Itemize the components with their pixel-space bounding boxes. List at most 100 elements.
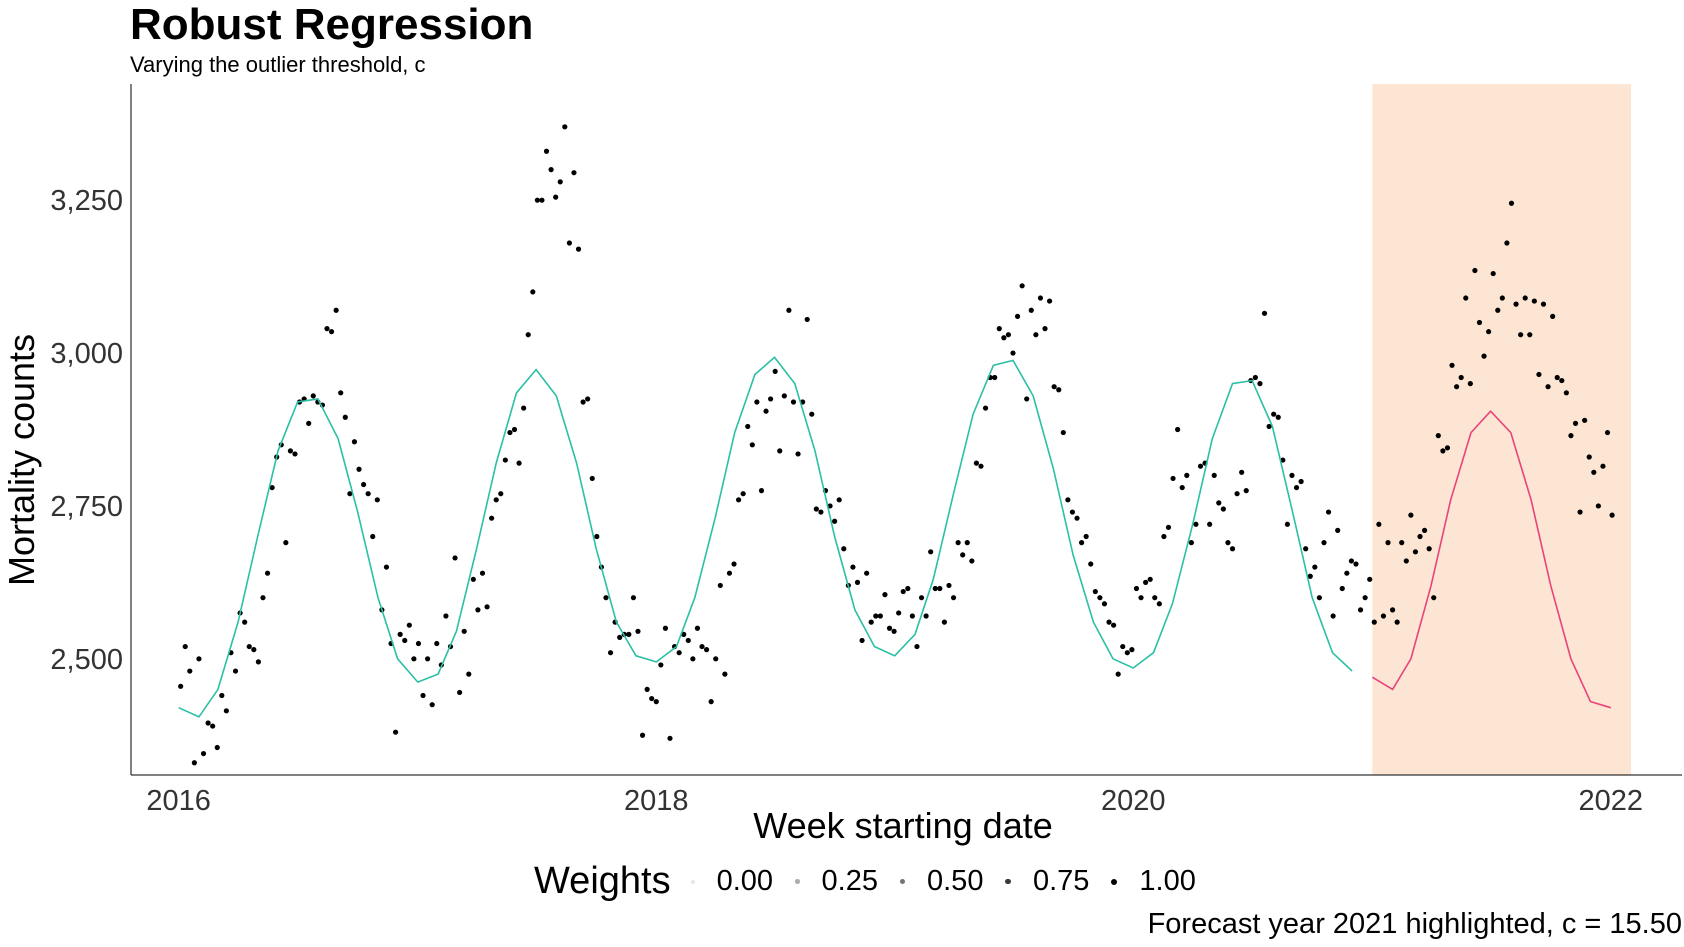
data-point	[502, 457, 508, 463]
data-point	[804, 316, 810, 323]
data-point	[649, 695, 655, 702]
data-point	[1435, 433, 1441, 439]
legend-dot-icon	[690, 879, 695, 884]
data-point	[1572, 420, 1579, 426]
data-point	[575, 246, 582, 252]
data-point	[383, 564, 390, 570]
data-point	[873, 613, 879, 619]
x-axis-label: Week starting date	[753, 805, 1053, 846]
data-point	[868, 619, 874, 625]
data-point	[1353, 561, 1359, 567]
data-point	[484, 604, 490, 610]
data-point	[996, 326, 1002, 332]
data-point	[507, 429, 513, 436]
data-point	[891, 628, 897, 634]
data-point	[360, 481, 367, 488]
legend-item: 0.75	[1005, 865, 1089, 898]
data-point	[1284, 521, 1290, 527]
data-point	[461, 628, 467, 634]
data-point	[1074, 515, 1080, 521]
data-point	[210, 723, 216, 729]
data-point	[1431, 595, 1437, 601]
data-point	[1486, 329, 1492, 335]
data-point	[928, 549, 934, 555]
data-point	[978, 463, 984, 469]
data-point	[1005, 332, 1012, 338]
data-point	[685, 637, 691, 644]
data-point	[1225, 540, 1231, 546]
fitted-line	[178, 356, 1353, 718]
data-point	[1252, 374, 1258, 381]
data-point	[493, 497, 499, 503]
data-point	[347, 491, 353, 497]
fitted-line	[1371, 410, 1612, 709]
data-point	[896, 610, 902, 616]
data-point	[1211, 472, 1217, 478]
data-point	[351, 439, 358, 445]
data-point	[425, 656, 431, 662]
data-point	[617, 634, 623, 641]
data-point	[937, 585, 943, 592]
data-point	[1271, 411, 1277, 417]
data-point	[589, 475, 595, 482]
data-point	[1065, 497, 1071, 503]
data-point	[777, 448, 783, 454]
data-point	[882, 592, 888, 598]
data-point	[900, 588, 906, 595]
data-point	[255, 659, 261, 665]
data-point	[1275, 414, 1281, 420]
data-point	[1389, 607, 1396, 613]
data-point	[1019, 283, 1025, 289]
data-point	[539, 197, 545, 203]
data-point	[1440, 448, 1446, 454]
data-point	[1234, 491, 1240, 497]
data-point	[886, 625, 893, 631]
data-point	[836, 497, 842, 503]
data-point	[1060, 429, 1066, 436]
data-point	[1595, 503, 1601, 509]
legend-title: Weights	[534, 860, 671, 902]
data-point	[1540, 301, 1547, 307]
data-point	[1298, 478, 1304, 485]
data-point	[754, 399, 760, 405]
legend-dot-icon	[900, 879, 905, 884]
chart-caption: Forecast year 2021 highlighted, c = 15.5…	[1147, 908, 1682, 940]
data-point	[955, 540, 961, 546]
data-point	[251, 647, 257, 653]
data-point	[653, 699, 659, 705]
data-point	[1293, 484, 1300, 491]
data-point	[1609, 512, 1615, 518]
data-point	[1051, 384, 1057, 390]
data-point	[434, 640, 440, 647]
data-point	[1348, 558, 1355, 564]
data-point	[1257, 381, 1263, 387]
chart-title: Robust Regression	[130, 0, 534, 49]
data-point	[397, 631, 403, 637]
data-point	[1545, 384, 1551, 390]
data-point	[768, 396, 774, 402]
data-point	[1197, 463, 1204, 469]
data-point	[219, 692, 225, 699]
data-point	[1010, 350, 1016, 356]
data-point	[703, 647, 710, 653]
data-point	[1156, 601, 1162, 607]
data-point	[1604, 429, 1611, 436]
data-point	[1152, 595, 1158, 601]
data-point	[1024, 396, 1030, 402]
data-point	[411, 656, 417, 662]
data-point	[1207, 521, 1213, 527]
data-point	[950, 595, 957, 601]
data-point	[905, 585, 911, 592]
data-point	[859, 637, 865, 644]
data-point	[1175, 426, 1181, 433]
data-point	[731, 561, 737, 567]
data-point	[1531, 298, 1537, 304]
data-point	[1513, 301, 1519, 307]
data-point	[1344, 570, 1350, 576]
data-point	[1303, 546, 1309, 552]
data-point	[1426, 546, 1432, 552]
data-point	[566, 240, 572, 246]
data-point	[1321, 540, 1327, 546]
data-point	[763, 408, 769, 414]
